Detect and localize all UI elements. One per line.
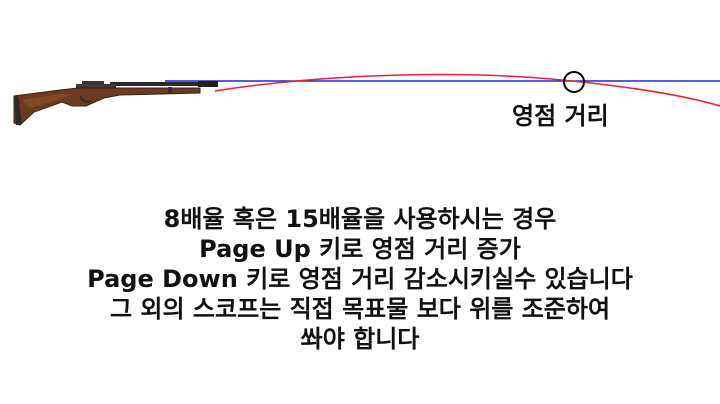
zero-distance-label: 영점 거리 bbox=[512, 102, 609, 130]
bullet-trajectory bbox=[214, 73, 720, 107]
caption-line: 그 외의 스코프는 직접 목표물 보다 위를 조준하여 bbox=[109, 295, 611, 323]
caption-line: Page Up 키로 영점 거리 증가 bbox=[199, 235, 521, 263]
caption-line: 쏴야 합니다 bbox=[300, 325, 420, 353]
instruction-text: 8배율 혹은 15배율을 사용하시는 경우 Page Up 키로 영점 거리 증… bbox=[0, 204, 720, 354]
caption-line: Page Down 키로 영점 거리 감소시키실수 있습니다 bbox=[87, 265, 633, 293]
caption-line: 8배율 혹은 15배율을 사용하시는 경우 bbox=[163, 205, 557, 233]
rifle-icon bbox=[13, 81, 218, 126]
circle-marker-icon bbox=[563, 71, 585, 93]
